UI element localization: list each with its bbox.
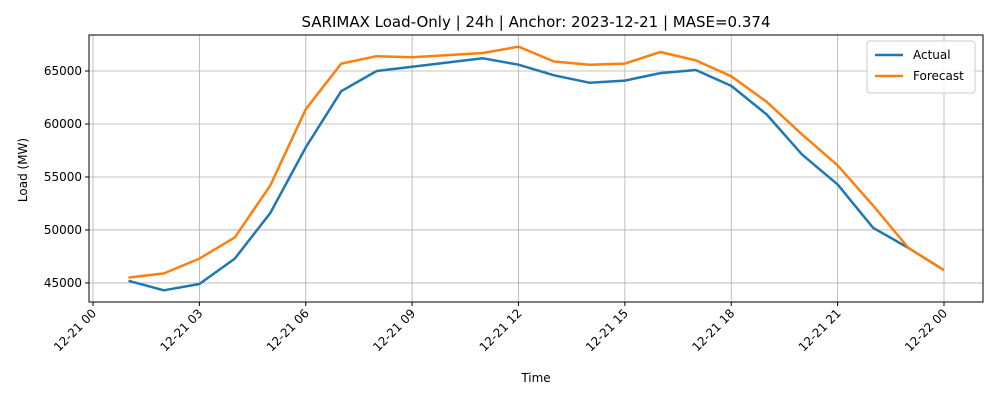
x-tick-label: 12-21 09 bbox=[370, 306, 418, 354]
x-tick-label: 12-21 03 bbox=[157, 306, 205, 354]
y-tick-label: 55000 bbox=[44, 170, 82, 184]
x-tick-label: 12-21 06 bbox=[264, 306, 312, 354]
x-tick-label: 12-21 18 bbox=[689, 306, 737, 354]
series-lines bbox=[128, 45, 945, 292]
x-tick-label: 12-21 12 bbox=[477, 306, 525, 354]
grid bbox=[89, 35, 983, 302]
y-tick-label: 65000 bbox=[44, 64, 82, 78]
x-tick-label: 12-21 15 bbox=[583, 306, 631, 354]
chart-title: SARIMAX Load-Only | 24h | Anchor: 2023-1… bbox=[302, 13, 771, 31]
y-axis-label: Load (MW) bbox=[16, 138, 30, 202]
y-tick-label: 60000 bbox=[44, 117, 82, 131]
y-axis: 45000 50000 55000 60000 65000 bbox=[44, 64, 89, 290]
y-tick-label: 45000 bbox=[44, 276, 82, 290]
y-tick-label: 50000 bbox=[44, 223, 82, 237]
x-axis-label: Time bbox=[520, 371, 550, 385]
series-line-forecast bbox=[128, 45, 945, 279]
series-line-actual bbox=[128, 57, 945, 292]
x-tick-label: 12-21 00 bbox=[51, 306, 99, 354]
x-tick-label: 12-22 00 bbox=[902, 306, 950, 354]
x-axis: 12-21 00 12-21 03 12-21 06 12-21 09 12-21 12… bbox=[51, 302, 950, 354]
plot-area bbox=[88, 34, 984, 303]
legend-label: Actual bbox=[913, 48, 951, 62]
legend-label: Forecast bbox=[913, 69, 964, 83]
x-tick-label: 12-21 21 bbox=[796, 306, 844, 354]
legend: Actual Forecast bbox=[866, 40, 976, 94]
